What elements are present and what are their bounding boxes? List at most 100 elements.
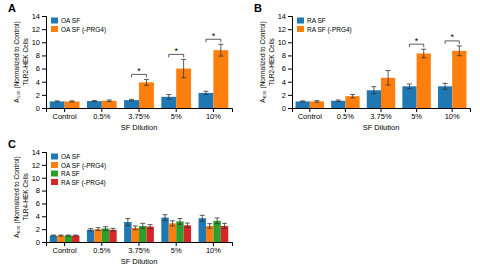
error-bar	[443, 83, 448, 89]
x-axis: Control0.5%3.75%5%10%	[47, 108, 233, 121]
y-tick-mark	[42, 216, 46, 217]
annotation: *	[212, 31, 216, 41]
y-tick-mark	[42, 69, 46, 70]
x-axis-title: SF Dilution	[121, 257, 158, 266]
bar	[94, 229, 101, 242]
bar	[213, 50, 228, 108]
y-tick-mark	[288, 55, 292, 56]
panel-title: A	[8, 2, 16, 14]
legend-label: OA SF	[61, 17, 80, 24]
x-tick-label: Control	[298, 112, 323, 121]
plot-area	[296, 41, 467, 108]
y-tick: 10	[32, 174, 46, 183]
y-tick: 12	[278, 25, 292, 34]
x-axis-title: SF Dilution	[363, 123, 400, 132]
y-tick: 8	[36, 186, 46, 195]
panel: ***02468101214Control0.5%3.75%5%10%SF Di…	[8, 2, 233, 132]
legend-swatch	[51, 18, 58, 24]
error-bar	[103, 227, 108, 231]
bar	[296, 101, 310, 108]
x-tick-label: 5%	[411, 112, 422, 121]
y-tick-label: 0	[36, 238, 40, 247]
y-tick: 10	[278, 38, 292, 47]
error-bars	[66, 218, 220, 236]
y-tick-mark	[288, 29, 292, 30]
error-bar	[144, 79, 149, 85]
annotation: *	[174, 46, 178, 56]
x-tick: 10%	[206, 242, 221, 255]
error-bar	[58, 235, 63, 236]
x-tick: 10%	[445, 108, 460, 121]
y-tick-label: 0	[282, 104, 286, 113]
bar	[161, 218, 168, 242]
error-bar	[457, 46, 462, 56]
y-tick: 14	[32, 148, 46, 157]
y-axis-title-line: A₆₃₀ (Normalized to Control)	[259, 21, 267, 102]
y-tick: 0	[36, 104, 46, 113]
bar	[72, 236, 79, 242]
x-tick: Control	[53, 242, 78, 255]
y-tick-mark	[42, 55, 46, 56]
legend-item: RA SF	[51, 170, 80, 177]
bar	[310, 101, 324, 108]
y-tick-mark	[42, 108, 46, 109]
y-tick-mark	[42, 29, 46, 30]
y-tick: 12	[32, 25, 46, 34]
bar	[109, 230, 116, 242]
annotations: **	[415, 32, 455, 45]
x-tick: Control	[298, 108, 323, 121]
bar	[139, 82, 154, 108]
x-tick-label: 10%	[206, 246, 221, 255]
legend-swatch	[297, 18, 304, 24]
legend: OA SFOA SF (-PRG4)RA SFRA SF (-PRG4)	[51, 153, 106, 187]
bar	[65, 236, 72, 242]
error-bars	[300, 83, 447, 102]
y-tick: 2	[36, 91, 46, 100]
x-tick-label: Control	[53, 112, 78, 121]
error-bars	[73, 223, 227, 236]
legend-item: RA SF (-PRG4)	[297, 26, 352, 34]
legend-swatch	[51, 26, 58, 32]
y-tick-label: 4	[36, 78, 40, 87]
y-tick-mark	[288, 82, 292, 83]
x-tick-label: 3.75%	[128, 112, 150, 121]
x-axis: Control0.5%3.75%5%10%	[47, 242, 233, 255]
chart-container: ***02468101214Control0.5%3.75%5%10%SF Di…	[0, 0, 480, 270]
error-bar	[66, 235, 71, 236]
y-axis-title-line: TLR4-HEK Cells	[22, 172, 29, 220]
error-bar	[73, 235, 78, 236]
bar	[50, 236, 57, 242]
y-tick-label: 12	[32, 161, 40, 170]
y-tick: 0	[282, 104, 292, 113]
y-tick-label: 12	[32, 25, 40, 34]
y-axis: 02468101214	[278, 12, 293, 113]
legend-swatch	[51, 154, 58, 160]
x-tick-label: 0.5%	[337, 112, 354, 121]
y-axis-title: A₅₃₀ (Normalized to Control)TLR2-HEK Cel…	[13, 21, 29, 102]
legend-swatch	[297, 26, 304, 32]
y-tick-label: 2	[36, 91, 40, 100]
legend: OA SFOA SF (-PRG4)	[51, 17, 106, 34]
y-tick-mark	[42, 203, 46, 204]
legend-item: OA SF (-PRG4)	[51, 162, 106, 170]
y-tick: 4	[282, 78, 292, 87]
y-tick: 4	[36, 78, 46, 87]
legend-item: RA SF	[297, 17, 326, 24]
error-bar	[163, 215, 168, 221]
x-tick: 5%	[171, 242, 182, 255]
y-tick: 12	[32, 161, 46, 170]
legend: RA SF RA SF (-PRG4)	[297, 17, 352, 34]
y-tick-label: 4	[36, 212, 40, 221]
bar	[452, 51, 466, 108]
legend-swatch	[51, 179, 58, 185]
y-axis-title-line: TLR2-HEK Cells	[22, 37, 29, 85]
y-tick-label: 6	[282, 64, 286, 73]
bar	[199, 218, 206, 242]
error-bar	[421, 49, 426, 58]
error-bar	[140, 223, 145, 228]
x-axis: Control0.5%3.75%5%10%	[293, 108, 471, 121]
y-axis-title-line: TLR2-HEK Cells	[268, 37, 275, 85]
annotation: *	[137, 66, 141, 76]
y-tick: 0	[36, 238, 46, 247]
x-tick: 10%	[206, 108, 221, 121]
